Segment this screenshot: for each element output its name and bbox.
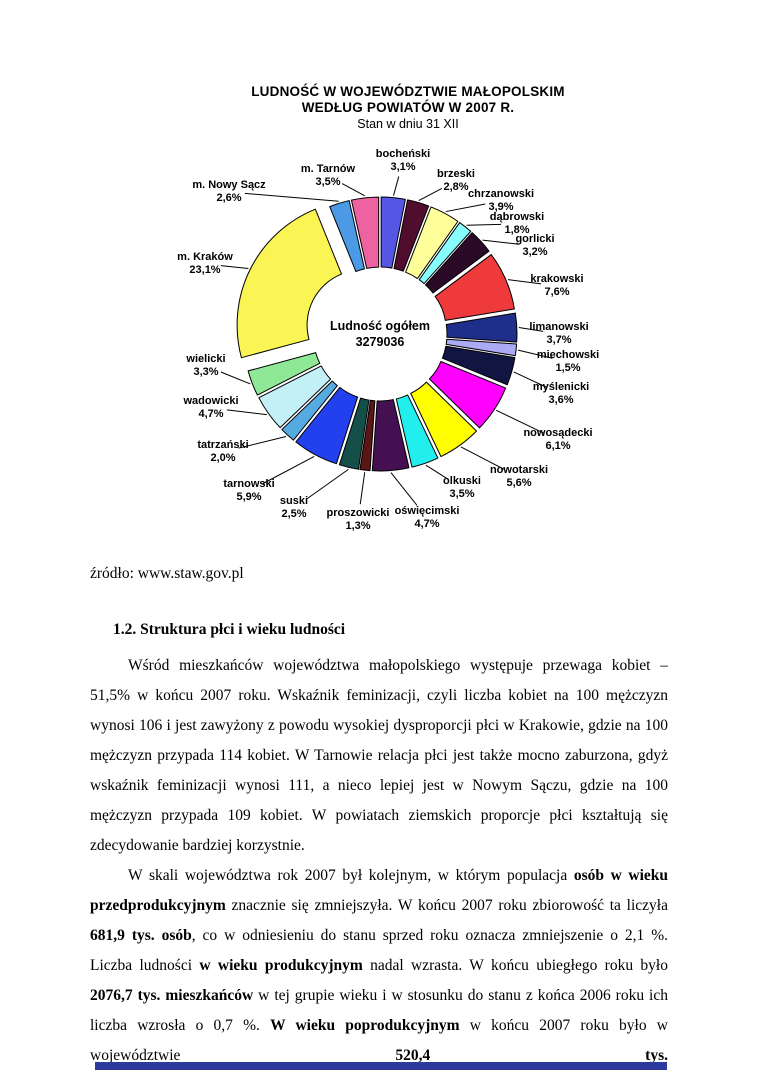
pie-svg (220, 176, 553, 506)
pie-leader-line (425, 464, 449, 480)
pie-slice (350, 196, 380, 269)
pie-slice-label: proszowicki 1,3% (326, 507, 390, 532)
pie-leader-line (517, 349, 553, 359)
pie-slice-label: myślenicki 3,6% (532, 381, 590, 406)
pie-slice-label: miechowski 1,5% (536, 349, 600, 374)
pie-slice (380, 196, 406, 269)
pie-slice-label: tatrzański 2,0% (197, 439, 249, 464)
pie-slice-label: brzeski 2,8% (437, 168, 475, 193)
pie-slice (393, 199, 430, 272)
pie-leader-line (495, 409, 544, 434)
pie-slice (329, 200, 365, 273)
pie-leader-line (220, 371, 251, 385)
pie-slice-label: dąbrowski 1,8% (489, 211, 545, 236)
pie-slice (371, 399, 410, 472)
pie-slice-label: wadowicki 4,7% (183, 395, 239, 420)
pie-leader-line (244, 192, 339, 202)
pie-slice (445, 312, 518, 343)
pie-leader-line (518, 326, 544, 332)
bottom-bar (95, 1062, 667, 1070)
pie-slice-label: limanowski 3,7% (529, 321, 589, 346)
pie-slice (236, 208, 343, 359)
pie-slice-label: nowotarski 5,6% (489, 464, 549, 489)
paragraph-gender-structure: Wśród mieszkańców województwa małopolski… (90, 657, 668, 854)
pie-center-value: 3279036 (355, 335, 405, 349)
pie-slice (359, 399, 376, 472)
pie-leader-line (482, 239, 520, 245)
chart-title-line1: LUDNOŚĆ W WOJEWÓDZTWIE MAŁOPOLSKIM (251, 84, 565, 99)
pie-slice (428, 360, 507, 429)
chart-title-block: LUDNOŚĆ W WOJEWÓDZTWIE MAŁOPOLSKIM WEDŁU… (0, 84, 760, 132)
pie-slice-label: olkuski 3,5% (443, 475, 481, 500)
pie-slice-label: m. Kraków 23,1% (177, 251, 233, 276)
pie-leader-line (226, 409, 267, 416)
pie-slice-label: m. Nowy Sącz 2,6% (192, 179, 266, 204)
pie-slice (410, 381, 477, 458)
document-body: źródło: www.staw.gov.pl 1.2. Struktura p… (0, 563, 760, 1071)
pie-slice (338, 397, 370, 470)
pie-leader-line (359, 472, 366, 505)
paragraph-age-structure: W skali województwa rok 2007 był kolejny… (90, 867, 668, 1064)
pie-slice (258, 365, 332, 429)
pie-leader-line (460, 446, 506, 471)
pie-slice-label: oświęcimski 4,7% (394, 505, 460, 530)
pie-slice (445, 338, 518, 357)
pie-leader-line (306, 468, 349, 500)
pie-leader-line (238, 436, 287, 449)
pie-slice-label: krakowski 7,6% (530, 273, 584, 298)
chart-subtitle: Stan w dniu 31 XII (357, 117, 459, 131)
chart-source-line: źródło: www.staw.gov.pl (90, 565, 244, 582)
pie-slice-label: gorlicki 3,2% (515, 233, 555, 258)
pie-slice (441, 345, 516, 386)
pie-slice (424, 232, 490, 294)
pie-slice-label: suski 2,5% (279, 495, 309, 520)
section-heading: 1.2. Struktura płci i wieku ludności (113, 621, 346, 638)
pie-center-total: Ludność ogółem 3279036 (330, 318, 430, 350)
pie-leader-line (220, 265, 249, 269)
pie-slice (395, 394, 439, 468)
pie-slice (434, 254, 515, 321)
pie-slice-label: tarnowski 5,9% (223, 478, 275, 503)
pie-slice-label: bocheński 3,1% (375, 148, 431, 173)
pie-center-label: Ludność ogółem (330, 319, 430, 333)
pie-slice (281, 380, 338, 441)
pie-leader-line (262, 455, 315, 484)
pie-leader-line (466, 223, 502, 226)
pie-slice (247, 352, 321, 396)
pie-slice-label: wielicki 3,3% (186, 353, 226, 378)
pie-leader-line (445, 203, 486, 213)
pie-leader-line (418, 187, 443, 201)
pie-leader-line (507, 279, 542, 285)
pie-slice (295, 386, 359, 465)
chart-title-line2: WEDŁUG POWIATÓW W 2007 R. (301, 100, 515, 115)
pie-slice (405, 206, 459, 280)
population-pie-chart: LUDNOŚĆ W WOJEWÓDZTWIE MAŁOPOLSKIM WEDŁU… (0, 84, 760, 532)
pie-leader-line (390, 472, 418, 506)
pie-slice (418, 222, 472, 285)
pie-leader-line (513, 371, 547, 388)
pie-slice-label: nowosądecki 6,1% (523, 427, 593, 452)
pie-slice-label: chrzanowski 3,9% (467, 188, 535, 213)
pie-slice-label: m. Tarnów 3,5% (300, 163, 356, 188)
pie-leader-line (341, 183, 365, 197)
pie-leader-line (393, 176, 400, 196)
